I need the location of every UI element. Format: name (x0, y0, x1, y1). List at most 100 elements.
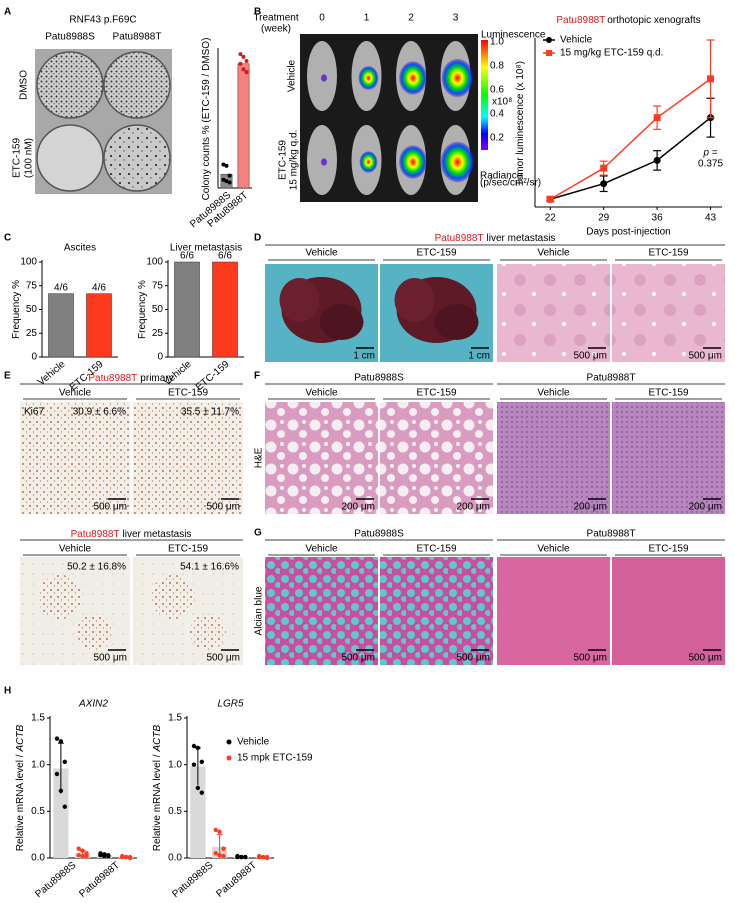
panel-title: RNF43 p.F69C (69, 15, 136, 26)
scale-label: 200 μm (573, 502, 607, 513)
plate (103, 51, 171, 119)
signal (359, 151, 378, 173)
quantification: 54.1 ± 16.6% (180, 562, 239, 573)
column-label: ETC-159 (416, 544, 456, 555)
column-label: Vehicle (305, 388, 338, 399)
column-label: ETC-159 (648, 544, 688, 555)
chart-title: Patu8988T orthotopic xenografts (556, 15, 700, 26)
group-label: Patu8988T (587, 373, 636, 384)
y-tick-label: 50 (152, 304, 164, 315)
legend-marker (226, 755, 232, 761)
micrograph (265, 557, 378, 665)
quantification: 50.2 ± 16.8% (67, 562, 126, 573)
data-point (217, 853, 222, 858)
y-tick-label: 0 (157, 352, 163, 363)
colorbar-label: (p/sec/cm²/sr) (480, 178, 541, 189)
panel-title-part: primary (140, 373, 173, 384)
y-axis-label: Relative mRNA level / ACTB (152, 724, 163, 851)
panel-title: Patu8988T liver metastasis (435, 233, 556, 244)
count-label: 4/6 (54, 282, 68, 293)
week-label: 0 (319, 13, 325, 24)
micrograph (497, 557, 610, 665)
signal (399, 61, 427, 95)
y-axis-label-part: Relative mRNA level / (15, 754, 26, 851)
data-point (243, 854, 248, 860)
liver (319, 304, 364, 340)
legend-marker (226, 739, 232, 745)
data-point (227, 173, 232, 178)
y-axis-label-part: ACTB (15, 724, 26, 752)
column-label: ETC-159 (416, 248, 456, 259)
bar (212, 261, 238, 358)
x-tick-label: 36 (652, 213, 664, 224)
panel-title: Patu8988T primary (88, 373, 173, 384)
count-label: 6/6 (180, 251, 194, 262)
data-point (58, 739, 64, 744)
data-point (54, 736, 60, 741)
week-label: 2 (408, 13, 414, 24)
group-label: Patu8988S (354, 529, 404, 540)
row-label: (100 nM) (24, 138, 35, 178)
chart-title: AXIN2 (78, 699, 108, 710)
y-tick-label: 1.5 (31, 713, 45, 724)
data-point (213, 827, 218, 833)
y-axis-label-part: Frequency % (11, 280, 22, 339)
liver (394, 278, 435, 322)
y-tick-label: 1.0 (31, 759, 45, 770)
scale-label: 200 μm (456, 502, 490, 513)
micrograph (265, 402, 378, 514)
column-label: Patu8988S (45, 32, 95, 43)
legend-label: Vehicle (560, 35, 593, 46)
micrograph (380, 557, 493, 665)
scale-label: 500 μm (688, 653, 722, 664)
data-point (221, 162, 226, 167)
scale-label: 500 μm (93, 653, 127, 664)
scale-label: 500 μm (456, 653, 490, 664)
data-point (80, 853, 85, 859)
column-label: Patu8988T (113, 32, 162, 43)
stained-region (151, 575, 195, 619)
y-tick-label: 0.0 (168, 853, 182, 864)
series-line (550, 117, 712, 200)
scale-label: 500 μm (206, 502, 240, 513)
row-label: ETC-159 (12, 138, 23, 178)
micrograph (497, 264, 610, 362)
legend-label: Vehicle (237, 737, 270, 748)
colorbar-tick: 0.4 (490, 109, 504, 120)
x-tick-label: Patu8988T (214, 860, 259, 900)
y-axis-label-part: Colony counts % (ETC-159 / DMSO) (201, 38, 212, 201)
column-label: Vehicle (537, 544, 570, 555)
y-axis-label: Frequency % (11, 280, 22, 339)
header: (week) (261, 24, 291, 35)
scale-label: 500 μm (341, 653, 375, 664)
panel-label: G (254, 528, 262, 539)
y-tick-label: 25 (152, 328, 164, 339)
panel-title-part: Patu8988T (88, 373, 137, 384)
y-tick-label: 50 (26, 304, 38, 315)
chart-title-part: orthotopic xenografts (607, 15, 700, 26)
data-point (54, 771, 60, 777)
colorbar-tick: 0.8 (490, 61, 504, 72)
column-label: ETC-159 (648, 248, 688, 259)
micrograph (133, 402, 243, 514)
column-label: ETC-159 (168, 388, 208, 399)
scale-label: 500 μm (206, 653, 240, 664)
legend-label: 15 mg/kg ETC-159 q.d. (560, 48, 663, 59)
bar (48, 293, 74, 358)
bar (174, 261, 200, 358)
series-line (549, 78, 711, 200)
micrograph (380, 402, 493, 514)
y-tick-label: 75 (26, 280, 38, 291)
bar (190, 766, 206, 858)
y-tick-label: 0.5 (168, 806, 182, 817)
data-point (227, 180, 232, 185)
y-axis-label: Relative mRNA level / ACTB (15, 724, 26, 851)
data-point (600, 164, 608, 172)
column-label: Vehicle (59, 388, 92, 399)
row-label: DMSO (19, 70, 30, 100)
y-tick-label: 1.0 (168, 759, 182, 770)
data-point (191, 743, 197, 749)
y-axis-label-part: Frequency % (137, 280, 148, 339)
data-point (120, 854, 125, 860)
x-tick-label: 22 (545, 213, 557, 224)
